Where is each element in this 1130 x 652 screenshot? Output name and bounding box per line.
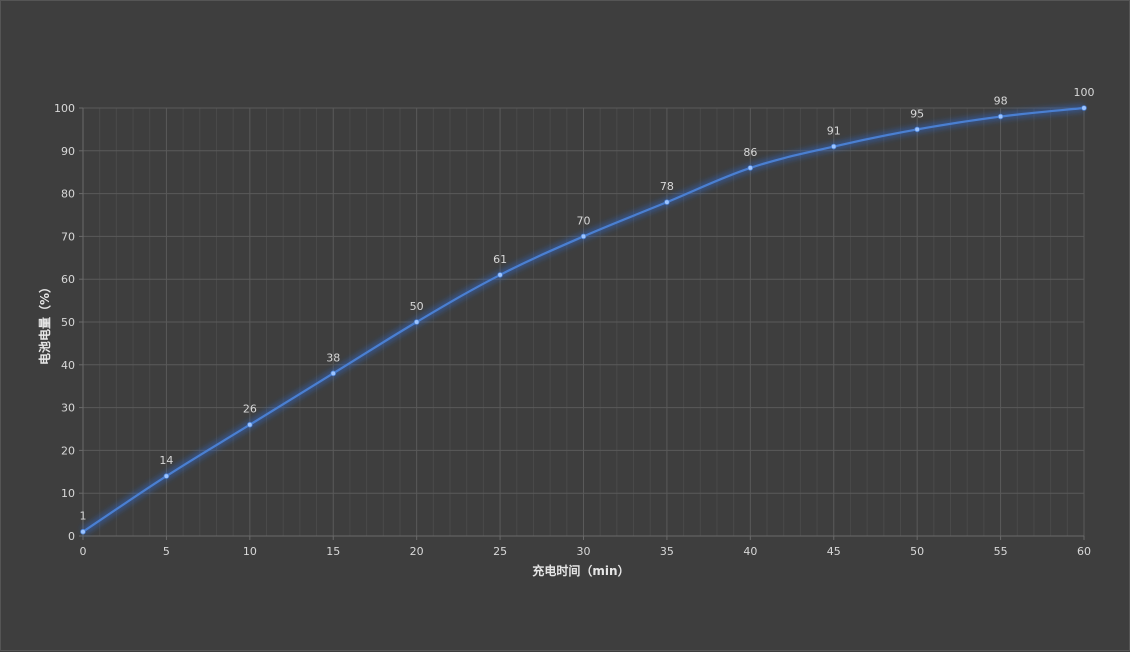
x-tick-label: 55 [994,545,1008,558]
data-point [580,233,587,240]
data-labels: 1 14 26 38 50 61 70 78 86 91 95 98 100 [80,86,1095,523]
y-axis-ticks: 0 10 20 30 40 50 60 70 80 90 100 [54,102,83,543]
x-tick-label: 20 [410,545,424,558]
data-point [80,528,86,535]
y-tick-label: 60 [61,273,75,286]
data-point [664,199,670,205]
data-label: 78 [660,180,674,193]
data-point [997,113,1004,120]
data-point [413,319,420,325]
x-tick-label: 60 [1077,545,1091,558]
x-tick-label: 50 [910,545,924,558]
x-tick-label: 30 [577,545,591,558]
data-label: 14 [159,454,173,467]
y-tick-label: 80 [61,188,75,201]
data-point [497,272,503,278]
y-tick-label: 20 [61,444,75,457]
data-label: 91 [827,125,841,138]
y-tick-label: 100 [54,102,75,115]
y-tick-label: 70 [61,230,75,243]
y-tick-label: 40 [61,359,75,372]
data-label: 95 [910,107,924,120]
y-tick-label: 90 [61,145,75,158]
x-tick-label: 0 [80,545,87,558]
data-label: 50 [410,300,424,313]
y-tick-label: 0 [68,530,75,543]
data-point [1081,105,1087,111]
data-point [914,126,920,133]
data-point [830,143,837,150]
x-tick-label: 45 [827,545,841,558]
series-layer [80,104,1087,535]
data-point [330,370,337,377]
data-label: 1 [80,510,87,523]
x-tick-label: 35 [660,545,674,558]
data-label: 98 [994,95,1008,108]
data-label: 70 [577,214,591,227]
x-tick-label: 25 [493,545,507,558]
data-label: 26 [243,403,257,416]
y-tick-label: 10 [61,487,75,500]
data-point [163,473,170,479]
x-axis-ticks: 0 5 10 15 20 25 30 35 40 45 50 55 60 [80,536,1091,558]
data-label: 86 [743,146,757,159]
y-tick-label: 50 [61,316,75,329]
y-axis-title: 电池电量（%） [37,281,52,365]
x-axis-title: 充电时间（min） [532,563,629,578]
x-tick-label: 10 [243,545,257,558]
x-tick-label: 15 [326,545,340,558]
y-tick-label: 30 [61,402,75,415]
data-label: 61 [493,253,507,266]
x-tick-label: 5 [163,545,170,558]
data-label: 100 [1074,86,1095,99]
x-tick-label: 40 [743,545,757,558]
data-point [247,421,253,428]
data-point [747,165,754,171]
data-label: 38 [326,351,340,364]
